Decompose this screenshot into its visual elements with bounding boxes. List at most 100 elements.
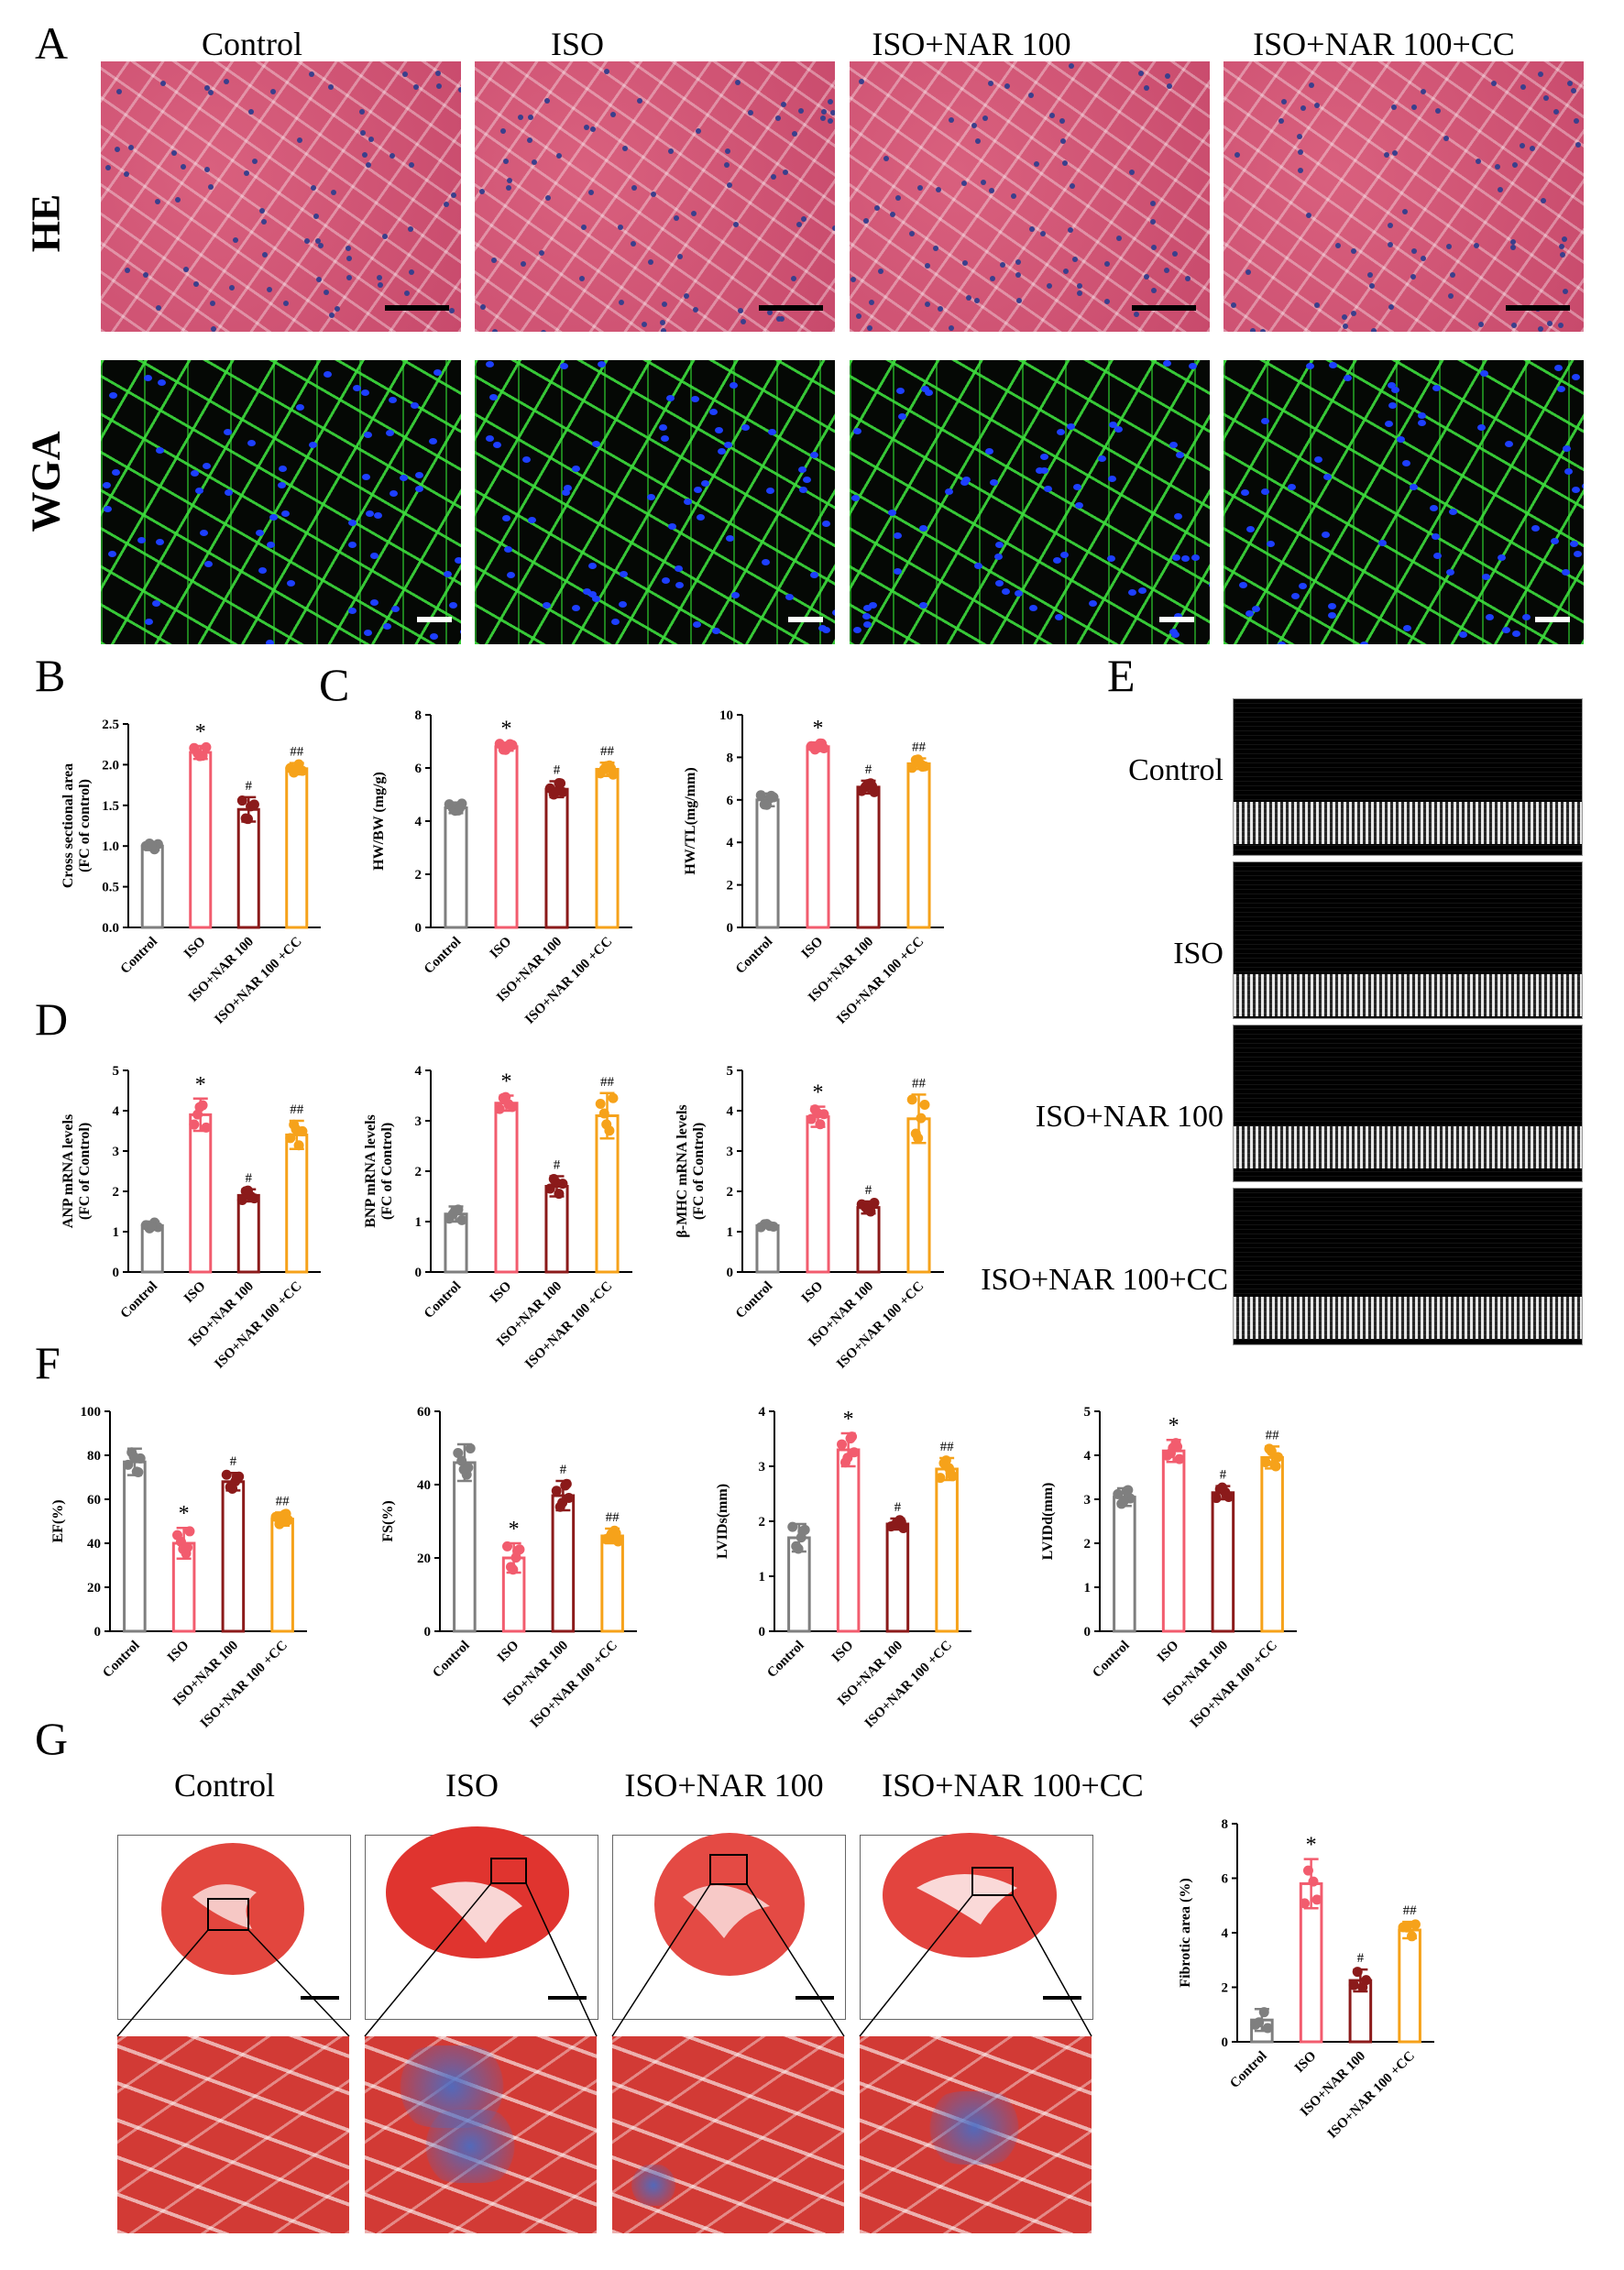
nucleus-dot xyxy=(859,79,865,85)
nucleus-dot xyxy=(974,297,981,303)
nucleus-dot xyxy=(683,293,689,300)
nucleus-dot xyxy=(1351,248,1357,254)
echo-image-control xyxy=(1233,698,1583,856)
nucleus-dot xyxy=(572,605,581,612)
nucleus-dot xyxy=(561,488,570,496)
nucleus-dot xyxy=(1300,105,1307,112)
nucleus-dot xyxy=(200,530,209,537)
bar-3 xyxy=(270,1518,294,1633)
x-tick-label: ISO xyxy=(799,935,827,962)
bar-1 xyxy=(189,1113,213,1274)
y-axis-label: HW/TL(mg/mm) xyxy=(683,767,698,874)
x-tick-label: ISO+NAR 100 +CC xyxy=(522,935,615,1027)
nucleus-dot xyxy=(1388,382,1397,389)
nucleus-dot xyxy=(1321,531,1330,538)
nucleus-dot xyxy=(260,219,267,225)
nucleus-dot xyxy=(862,620,872,628)
panel-letter-e: E xyxy=(1107,650,1136,701)
echo-label-iso: ISO xyxy=(1173,937,1223,971)
nucleus-dot xyxy=(675,581,684,588)
nucleus-dot xyxy=(501,514,510,521)
nucleus-dot xyxy=(259,207,266,214)
significance-mark: # xyxy=(894,1500,902,1515)
nucleus-dot xyxy=(1482,573,1491,580)
y-tick-label: 0 xyxy=(424,1625,432,1639)
nucleus-dot xyxy=(192,280,199,287)
nucleus-dot xyxy=(506,184,512,191)
nucleus-dot xyxy=(328,84,335,91)
data-point xyxy=(201,741,212,752)
nucleus-dot xyxy=(1059,117,1065,124)
nucleus-dot xyxy=(683,498,692,505)
data-point xyxy=(812,1107,823,1118)
nucleus-dot xyxy=(948,324,954,331)
significance-mark: # xyxy=(246,1171,253,1186)
nucleus-dot xyxy=(479,303,486,310)
nucleus-dot xyxy=(1314,103,1321,109)
bar-0 xyxy=(140,844,164,929)
data-point xyxy=(1172,1442,1183,1453)
nucleus-dot xyxy=(278,482,287,489)
data-point xyxy=(500,1091,511,1102)
wga-image-control xyxy=(101,360,461,644)
nucleus-dot xyxy=(1387,222,1393,228)
wga-scalebar-control xyxy=(417,617,452,622)
x-tick-label: ISO+NAR 100 +CC xyxy=(862,1639,955,1731)
y-tick-label: 4 xyxy=(727,1104,734,1119)
significance-mark: # xyxy=(246,779,253,794)
nucleus-dot xyxy=(587,189,594,195)
nucleus-dot xyxy=(1176,451,1185,458)
data-point xyxy=(557,1497,568,1508)
nucleus-dot xyxy=(182,267,189,273)
nucleus-dot xyxy=(803,476,812,483)
x-tick-label: ISO xyxy=(488,935,515,962)
nucleus-dot xyxy=(526,137,532,143)
y-tick-label: 100 xyxy=(81,1405,102,1420)
panel-letter-c: C xyxy=(319,659,350,710)
nucleus-dot xyxy=(1541,198,1547,204)
echo-image-cc xyxy=(1233,1188,1583,1345)
nucleus-dot xyxy=(1162,360,1171,367)
significance-mark: ## xyxy=(290,745,304,760)
nucleus-dot xyxy=(1537,326,1543,332)
data-point xyxy=(227,1483,238,1494)
nucleus-dot xyxy=(314,237,321,244)
nucleus-dot xyxy=(1432,384,1441,391)
nucleus-dot xyxy=(1510,244,1517,250)
nucleus-dot xyxy=(1245,269,1251,275)
data-point xyxy=(453,1447,464,1458)
nucleus-dot xyxy=(850,494,860,501)
nucleus-dot xyxy=(908,230,915,236)
x-tick-label: ISO xyxy=(829,1639,857,1666)
significance-mark: * xyxy=(195,720,206,744)
nucleus-dot xyxy=(1015,297,1022,303)
x-tick-label: ISO+NAR 100 +CC xyxy=(834,935,927,1027)
nucleus-dot xyxy=(1570,541,1579,548)
nucleus-dot xyxy=(898,413,907,421)
data-point xyxy=(146,839,157,850)
nucleus-dot xyxy=(324,371,333,378)
data-point xyxy=(1258,2007,1269,2018)
nucleus-dot xyxy=(1298,148,1304,155)
y-tick-label: 40 xyxy=(87,1537,101,1552)
nucleus-dot xyxy=(313,213,320,219)
data-point xyxy=(1410,1919,1421,1930)
nucleus-dot xyxy=(287,580,296,587)
bar-0 xyxy=(140,1223,164,1274)
nucleus-dot xyxy=(1015,271,1022,278)
nucleus-dot xyxy=(391,605,401,612)
nucleus-dot xyxy=(204,561,214,568)
nucleus-dot xyxy=(982,115,989,121)
nucleus-dot xyxy=(335,305,341,312)
data-point xyxy=(601,1119,612,1130)
nucleus-dot xyxy=(668,523,677,531)
y-axis-label: Cross sectional area xyxy=(60,763,76,888)
significance-mark: ## xyxy=(1403,1903,1418,1918)
data-point xyxy=(551,1177,562,1188)
bar-2 xyxy=(544,787,569,929)
nucleus-dot xyxy=(591,596,600,603)
nucleus-dot xyxy=(862,613,872,620)
y-tick-label: 2 xyxy=(1084,1537,1092,1552)
nucleus-dot xyxy=(1367,272,1374,279)
significance-mark: ## xyxy=(940,1440,955,1454)
